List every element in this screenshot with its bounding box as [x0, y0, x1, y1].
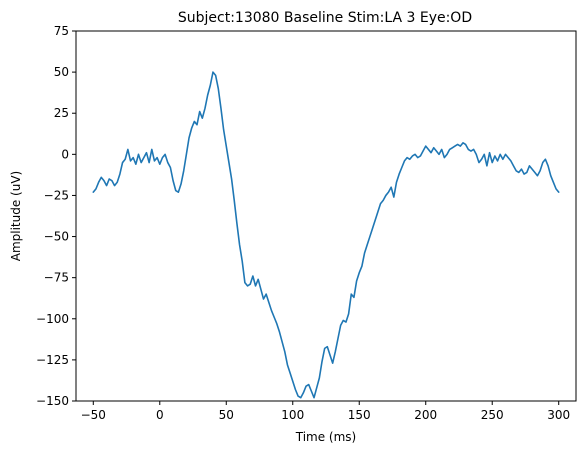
y-tick-label: 50 — [54, 65, 69, 79]
plot-frame — [75, 30, 577, 402]
y-tick-label: −100 — [36, 312, 69, 326]
x-tick-label: 50 — [219, 408, 234, 422]
x-tick-label: 100 — [281, 408, 304, 422]
x-tick-label: −50 — [81, 408, 106, 422]
x-tick-label: 0 — [156, 408, 164, 422]
y-tick-label: 25 — [54, 106, 69, 120]
x-tick-label: 150 — [348, 408, 371, 422]
y-tick-label: −25 — [44, 188, 69, 202]
y-tick-label: 0 — [61, 147, 69, 161]
series-layer — [92, 71, 560, 399]
y-tick-label: −125 — [36, 353, 69, 367]
x-tick-label: 200 — [414, 408, 437, 422]
y-axis-ticks: −150 −125 −100 −75 −50 −25 0 25 50 75 — [36, 24, 76, 408]
x-axis-title: Time (ms) — [295, 430, 357, 444]
y-tick-label: −50 — [44, 230, 69, 244]
chart-title: Subject:13080 Baseline Stim:LA 3 Eye:OD — [178, 10, 472, 26]
y-tick-label: −75 — [44, 271, 69, 285]
y-axis-title: Amplitude (uV) — [9, 171, 23, 262]
x-tick-label: 250 — [481, 408, 504, 422]
y-tick-label: −150 — [36, 394, 69, 408]
series-line-amplitude — [92, 71, 560, 399]
x-axis-ticks: −50 0 50 100 150 200 250 300 — [81, 401, 570, 422]
x-tick-label: 300 — [547, 408, 570, 422]
y-tick-label: 75 — [54, 24, 69, 38]
